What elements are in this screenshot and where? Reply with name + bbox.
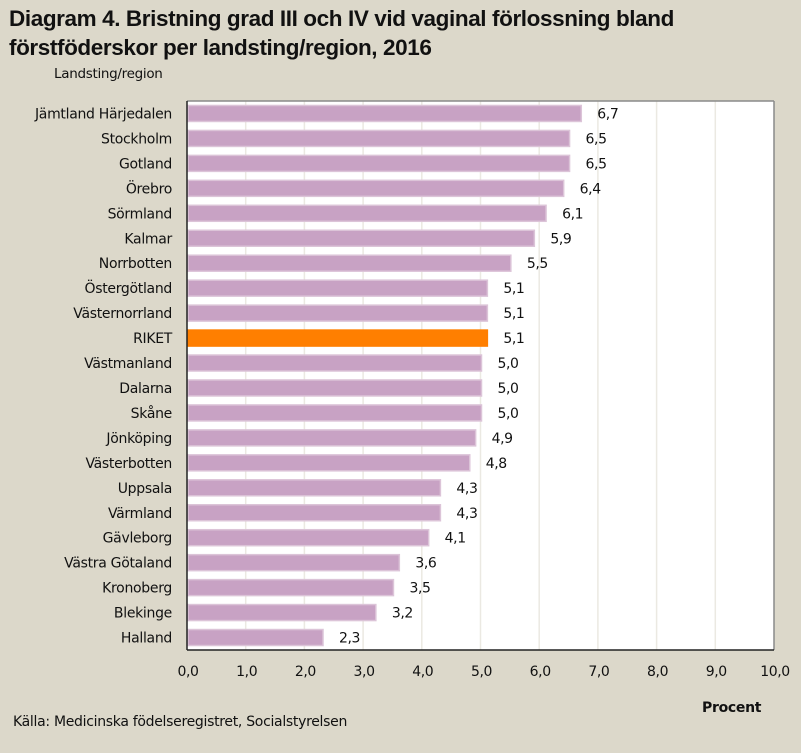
bar	[187, 254, 512, 272]
bar	[187, 603, 377, 622]
category-label: Västmanland	[84, 356, 172, 372]
x-tick-label: 4,0	[412, 664, 433, 680]
category-label: Gävleborg	[103, 531, 172, 547]
data-label: 5,1	[503, 331, 524, 347]
data-label: 6,5	[586, 156, 607, 172]
bars	[187, 104, 583, 647]
bar	[187, 504, 442, 522]
category-labels: Jämtland Härjedalen Stockholm Gotland Örebr…	[34, 106, 173, 646]
data-label: 5,0	[498, 381, 519, 397]
category-label: Värmland	[108, 506, 172, 522]
bar	[187, 628, 324, 647]
category-label: Jönköping	[105, 431, 172, 447]
bar	[187, 129, 571, 148]
bar	[187, 204, 547, 223]
category-label: Västerbotten	[85, 456, 172, 472]
bar	[187, 528, 430, 547]
category-label: Örebro	[126, 179, 172, 197]
category-label: Västra Götaland	[64, 556, 172, 572]
category-label: RIKET	[133, 331, 173, 347]
data-label: 2,3	[339, 631, 360, 647]
category-label: Gotland	[119, 156, 172, 172]
category-label: Västernorrland	[73, 306, 172, 322]
data-label: 6,5	[586, 131, 607, 147]
data-label: 3,2	[392, 606, 413, 622]
category-label: Kalmar	[124, 231, 172, 247]
bar	[187, 479, 442, 497]
x-tick-label: 10,0	[760, 664, 790, 680]
bar	[187, 229, 536, 247]
data-label: 5,0	[498, 356, 519, 372]
bar	[187, 304, 489, 322]
category-label: Blekinge	[114, 606, 172, 622]
x-tick-label: 9,0	[706, 664, 727, 680]
x-tick-label: 0,0	[177, 664, 198, 680]
data-label: 5,5	[527, 256, 548, 272]
data-label: 5,9	[550, 231, 571, 247]
data-label: 5,0	[498, 406, 519, 422]
bar	[187, 279, 489, 297]
data-label: 3,6	[415, 556, 437, 572]
x-tick-label: 1,0	[236, 664, 257, 680]
x-tick-label: 6,0	[530, 664, 551, 680]
category-label: Östergötland	[85, 279, 173, 297]
data-label: 4,1	[445, 531, 466, 547]
x-tick-label: 5,0	[471, 664, 492, 680]
data-label: 6,7	[597, 106, 618, 122]
x-tick-labels: 0,0 1,0 2,0 3,0 4,0 5,0 6,0 7,0 8,0 9,0 10,0	[177, 664, 790, 680]
category-label: Uppsala	[118, 481, 172, 497]
data-label: 5,1	[503, 281, 524, 297]
bar	[187, 354, 483, 372]
source-note: Källa: Medicinska födelseregistret, Soci…	[13, 714, 348, 730]
category-label: Sörmland	[108, 206, 172, 222]
bar	[187, 104, 583, 123]
bar	[187, 154, 571, 173]
bar	[187, 454, 471, 472]
bar	[187, 429, 477, 447]
data-label: 6,4	[580, 181, 602, 197]
bar	[187, 179, 565, 198]
chart-title: Diagram 4. Bristning grad III och IV vid…	[9, 6, 674, 60]
x-tick-label: 2,0	[295, 664, 316, 680]
x-tick-label: 8,0	[647, 664, 668, 680]
value-labels: 6,76,56,56,46,15,95,55,15,15,15,05,05,04…	[339, 106, 619, 647]
category-label: Skåne	[131, 405, 172, 422]
bar	[187, 404, 483, 422]
bar	[187, 379, 483, 397]
data-label: 4,3	[456, 481, 477, 497]
plot-frame	[186, 100, 775, 651]
category-label: Dalarna	[119, 381, 172, 397]
data-label: 4,9	[492, 431, 513, 447]
x-tick-label: 7,0	[588, 664, 609, 680]
x-tick-label: 3,0	[354, 664, 375, 680]
data-label: 5,1	[503, 306, 524, 322]
category-label: Kronoberg	[102, 581, 172, 597]
category-label: Jämtland Härjedalen	[34, 106, 172, 122]
y-axis-title: Landsting/region	[54, 66, 163, 82]
category-label: Norrbotten	[99, 256, 172, 272]
x-axis-title: Procent	[702, 700, 762, 716]
bar-riket	[187, 329, 489, 347]
category-label: Halland	[121, 631, 172, 647]
category-label: Stockholm	[101, 131, 172, 147]
data-label: 6,1	[562, 206, 583, 222]
data-label: 3,5	[409, 581, 430, 597]
data-label: 4,3	[456, 506, 477, 522]
data-label: 4,8	[486, 456, 507, 472]
bar	[187, 578, 395, 597]
bar	[187, 553, 401, 572]
